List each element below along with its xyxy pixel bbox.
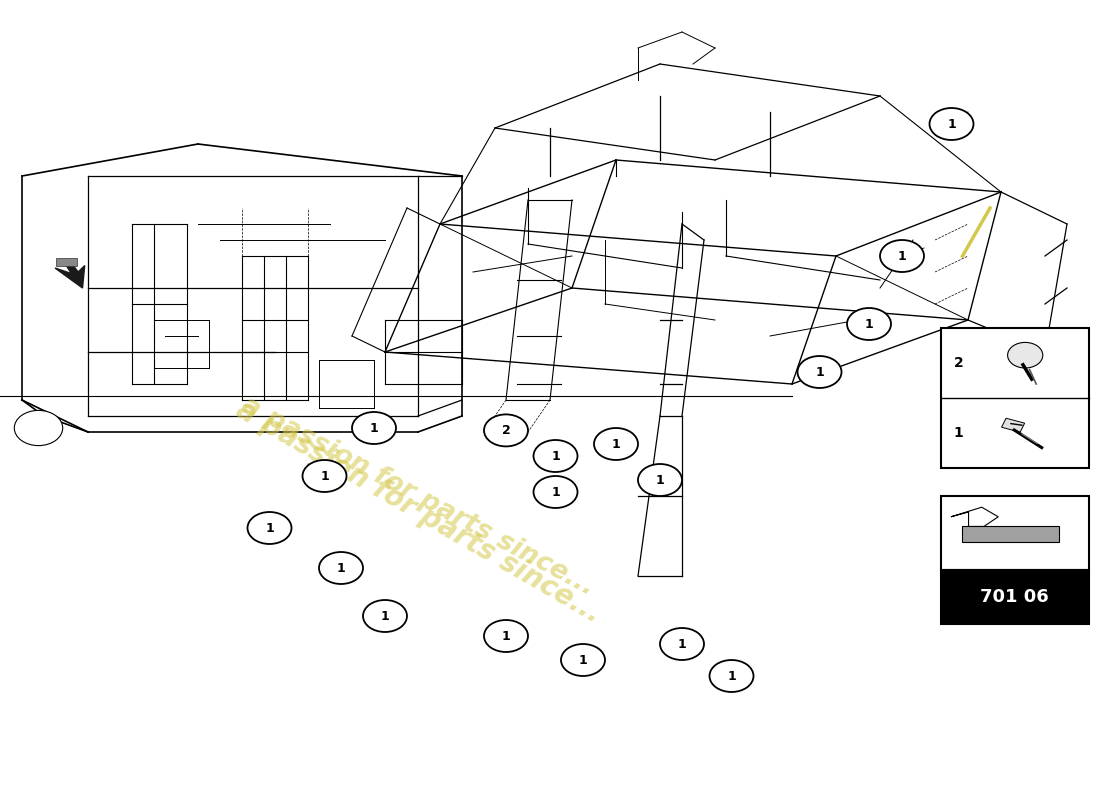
Text: 1: 1 [678, 638, 686, 650]
Bar [940, 570, 1089, 624]
Circle shape [484, 620, 528, 652]
Circle shape [660, 628, 704, 660]
Text: 1: 1 [551, 450, 560, 462]
Polygon shape [961, 526, 1058, 542]
Text: 1: 1 [898, 250, 906, 262]
Text: 1: 1 [947, 118, 956, 130]
Circle shape [248, 512, 292, 544]
Text: 1: 1 [954, 426, 964, 440]
Polygon shape [55, 260, 85, 288]
Bar [1001, 418, 1025, 432]
Text: 1: 1 [579, 654, 587, 666]
Text: 2: 2 [502, 424, 510, 437]
Circle shape [352, 412, 396, 444]
Text: 1: 1 [265, 522, 274, 534]
Text: 1: 1 [727, 670, 736, 682]
Circle shape [534, 476, 578, 508]
Text: 1: 1 [612, 438, 620, 450]
Text: 1: 1 [337, 562, 345, 574]
Text: a passion for parts since...: a passion for parts since... [231, 396, 605, 628]
Circle shape [594, 428, 638, 460]
Text: 2: 2 [954, 356, 964, 370]
Text: 1: 1 [656, 474, 664, 486]
Text: 1: 1 [381, 610, 389, 622]
Circle shape [1008, 342, 1043, 368]
Circle shape [798, 356, 842, 388]
Circle shape [880, 240, 924, 272]
Text: a passion for parts since...: a passion for parts since... [238, 391, 598, 601]
Bar [940, 328, 1089, 468]
Polygon shape [950, 507, 999, 526]
Circle shape [534, 440, 578, 472]
Text: 1: 1 [320, 470, 329, 482]
Circle shape [561, 644, 605, 676]
Circle shape [484, 414, 528, 446]
Text: 1: 1 [370, 422, 378, 434]
Polygon shape [56, 258, 77, 266]
Circle shape [638, 464, 682, 496]
Circle shape [847, 308, 891, 340]
Text: 1: 1 [865, 318, 873, 330]
Circle shape [14, 410, 63, 446]
Text: 1: 1 [502, 630, 510, 642]
Circle shape [363, 600, 407, 632]
Text: 701 06: 701 06 [980, 588, 1049, 606]
Circle shape [319, 552, 363, 584]
Bar [940, 496, 1089, 570]
Text: 1: 1 [815, 366, 824, 378]
Circle shape [930, 108, 974, 140]
Circle shape [710, 660, 754, 692]
Text: 1: 1 [551, 486, 560, 498]
Circle shape [302, 460, 346, 492]
